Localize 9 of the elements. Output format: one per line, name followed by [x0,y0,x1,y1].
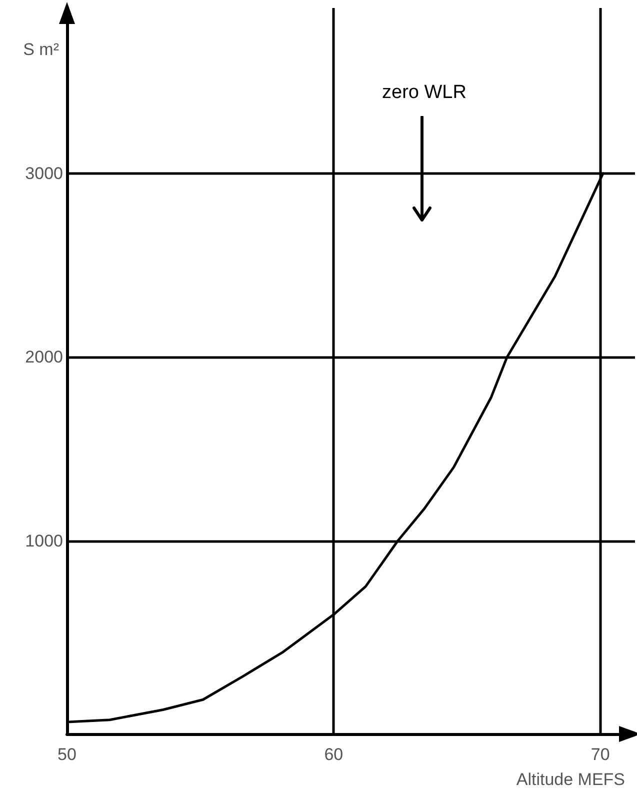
x-tick-label: 60 [324,745,344,764]
y-tick-label: 3000 [25,164,63,183]
y-tick-label: 2000 [25,348,63,367]
y-axis-title: S m² [23,40,60,59]
x-tick-label: 70 [590,745,610,764]
x-tick-label: 50 [58,745,76,764]
y-tick-label: 1000 [25,532,63,551]
x-axis-title: Altitude MEFS [516,770,626,789]
annotation: zero WLR [378,80,470,106]
